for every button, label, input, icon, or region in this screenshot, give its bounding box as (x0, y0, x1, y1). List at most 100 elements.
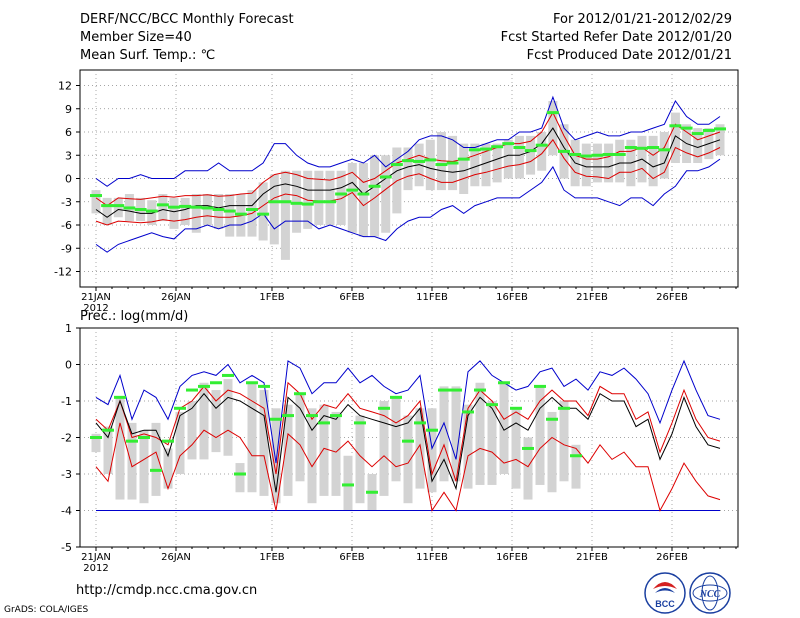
y-tick-label: 9 (65, 103, 72, 116)
spread-box (470, 143, 480, 187)
observed-marker (294, 392, 306, 396)
observed-marker (502, 142, 515, 146)
y-tick-label: -4 (61, 505, 72, 518)
spread-box (180, 197, 190, 225)
spread-box (214, 194, 224, 229)
spread-box (492, 143, 502, 183)
spread-box (427, 408, 437, 493)
spread-box (358, 163, 368, 237)
x-tick-label: 16FEB (496, 292, 528, 303)
observed-marker (468, 148, 481, 152)
spread-box (331, 411, 341, 496)
observed-marker (524, 149, 537, 153)
observed-marker (324, 200, 336, 204)
observed-marker (134, 208, 147, 211)
ncc-logo: NCC (689, 572, 731, 614)
spread-box (139, 430, 149, 504)
spread-box (115, 397, 125, 500)
observed-marker (379, 175, 392, 179)
spread-box (169, 197, 179, 229)
spread-box (269, 174, 279, 245)
spread-box (271, 408, 281, 504)
observed-marker (680, 126, 693, 130)
lower-spread-line (95, 422, 721, 512)
spread-box (147, 200, 157, 225)
observed-marker (368, 184, 381, 188)
y-tick-label: 12 (58, 80, 72, 93)
observed-marker (138, 436, 150, 439)
observed-marker (474, 388, 486, 392)
spread-box (648, 135, 658, 187)
observed-marker (190, 205, 203, 209)
observed-marker (212, 208, 225, 211)
observed-marker (457, 157, 470, 161)
x-tick-label: 2012 (83, 303, 108, 314)
y-tick-label: -2 (61, 432, 72, 445)
observed-marker (335, 192, 348, 196)
observed-marker (179, 204, 192, 208)
observed-marker (534, 384, 546, 388)
spread-box (537, 132, 547, 171)
observed-marker (330, 414, 342, 418)
spread-box (526, 135, 536, 175)
observed-marker (636, 146, 648, 150)
observed-marker (426, 428, 438, 432)
max-envelope-line (95, 359, 721, 464)
observed-marker (486, 403, 498, 407)
observed-marker (450, 388, 462, 392)
observed-marker (569, 152, 582, 156)
observed-marker (246, 208, 258, 211)
spread-box (499, 382, 509, 474)
observed-marker (114, 395, 126, 399)
spread-box (163, 448, 173, 489)
y-tick-label: 3 (65, 149, 72, 162)
observed-marker (145, 209, 158, 213)
spread-box (615, 139, 625, 183)
grads-credit: GrADS: COLA/IGES (4, 605, 89, 615)
y-tick-label: 1 (65, 322, 72, 335)
observed-marker (570, 454, 582, 458)
observed-marker (222, 373, 234, 377)
observed-marker (346, 188, 359, 192)
spread-box (258, 182, 268, 241)
x-tick-label: 21FEB (576, 552, 608, 563)
fcst-produced-date: Fcst Produced Date 2012/01/21 (526, 48, 732, 63)
observed-marker (312, 200, 325, 204)
observed-marker (647, 146, 660, 149)
observed-marker (702, 128, 715, 132)
spread-box (487, 401, 497, 485)
spread-box (175, 411, 185, 474)
observed-marker (624, 146, 637, 149)
y-tick-label: 6 (65, 126, 72, 139)
spread-box (295, 393, 305, 482)
observed-marker (522, 446, 534, 450)
spread-box (347, 163, 357, 233)
spread-box (670, 112, 680, 163)
observed-marker (201, 206, 214, 210)
spread-box (439, 386, 449, 482)
footer-url[interactable]: http://cmdp.ncc.cma.gov.cn (76, 583, 258, 598)
observed-marker (691, 132, 704, 136)
observed-marker (101, 204, 114, 208)
observed-marker (257, 212, 270, 216)
variable-label-prec: Prec.: log(mm/d) (80, 309, 189, 324)
y-tick-label: -1 (61, 395, 72, 408)
observed-marker (258, 384, 270, 388)
x-tick-label: 2012 (83, 563, 108, 574)
observed-marker (669, 124, 682, 128)
spread-box (715, 124, 725, 156)
spread-box (259, 390, 269, 496)
spread-box (225, 194, 235, 237)
spread-box (514, 135, 524, 179)
spread-box (559, 401, 569, 482)
observed-marker (156, 203, 169, 207)
observed-marker (546, 417, 558, 421)
observed-marker (591, 153, 604, 157)
observed-marker (510, 406, 522, 410)
x-tick-label: 26FEB (656, 552, 688, 563)
spread-box (547, 411, 557, 493)
x-tick-label: 26JAN (161, 292, 191, 303)
x-tick-label: 21JAN (81, 552, 111, 563)
spread-box (151, 422, 161, 496)
